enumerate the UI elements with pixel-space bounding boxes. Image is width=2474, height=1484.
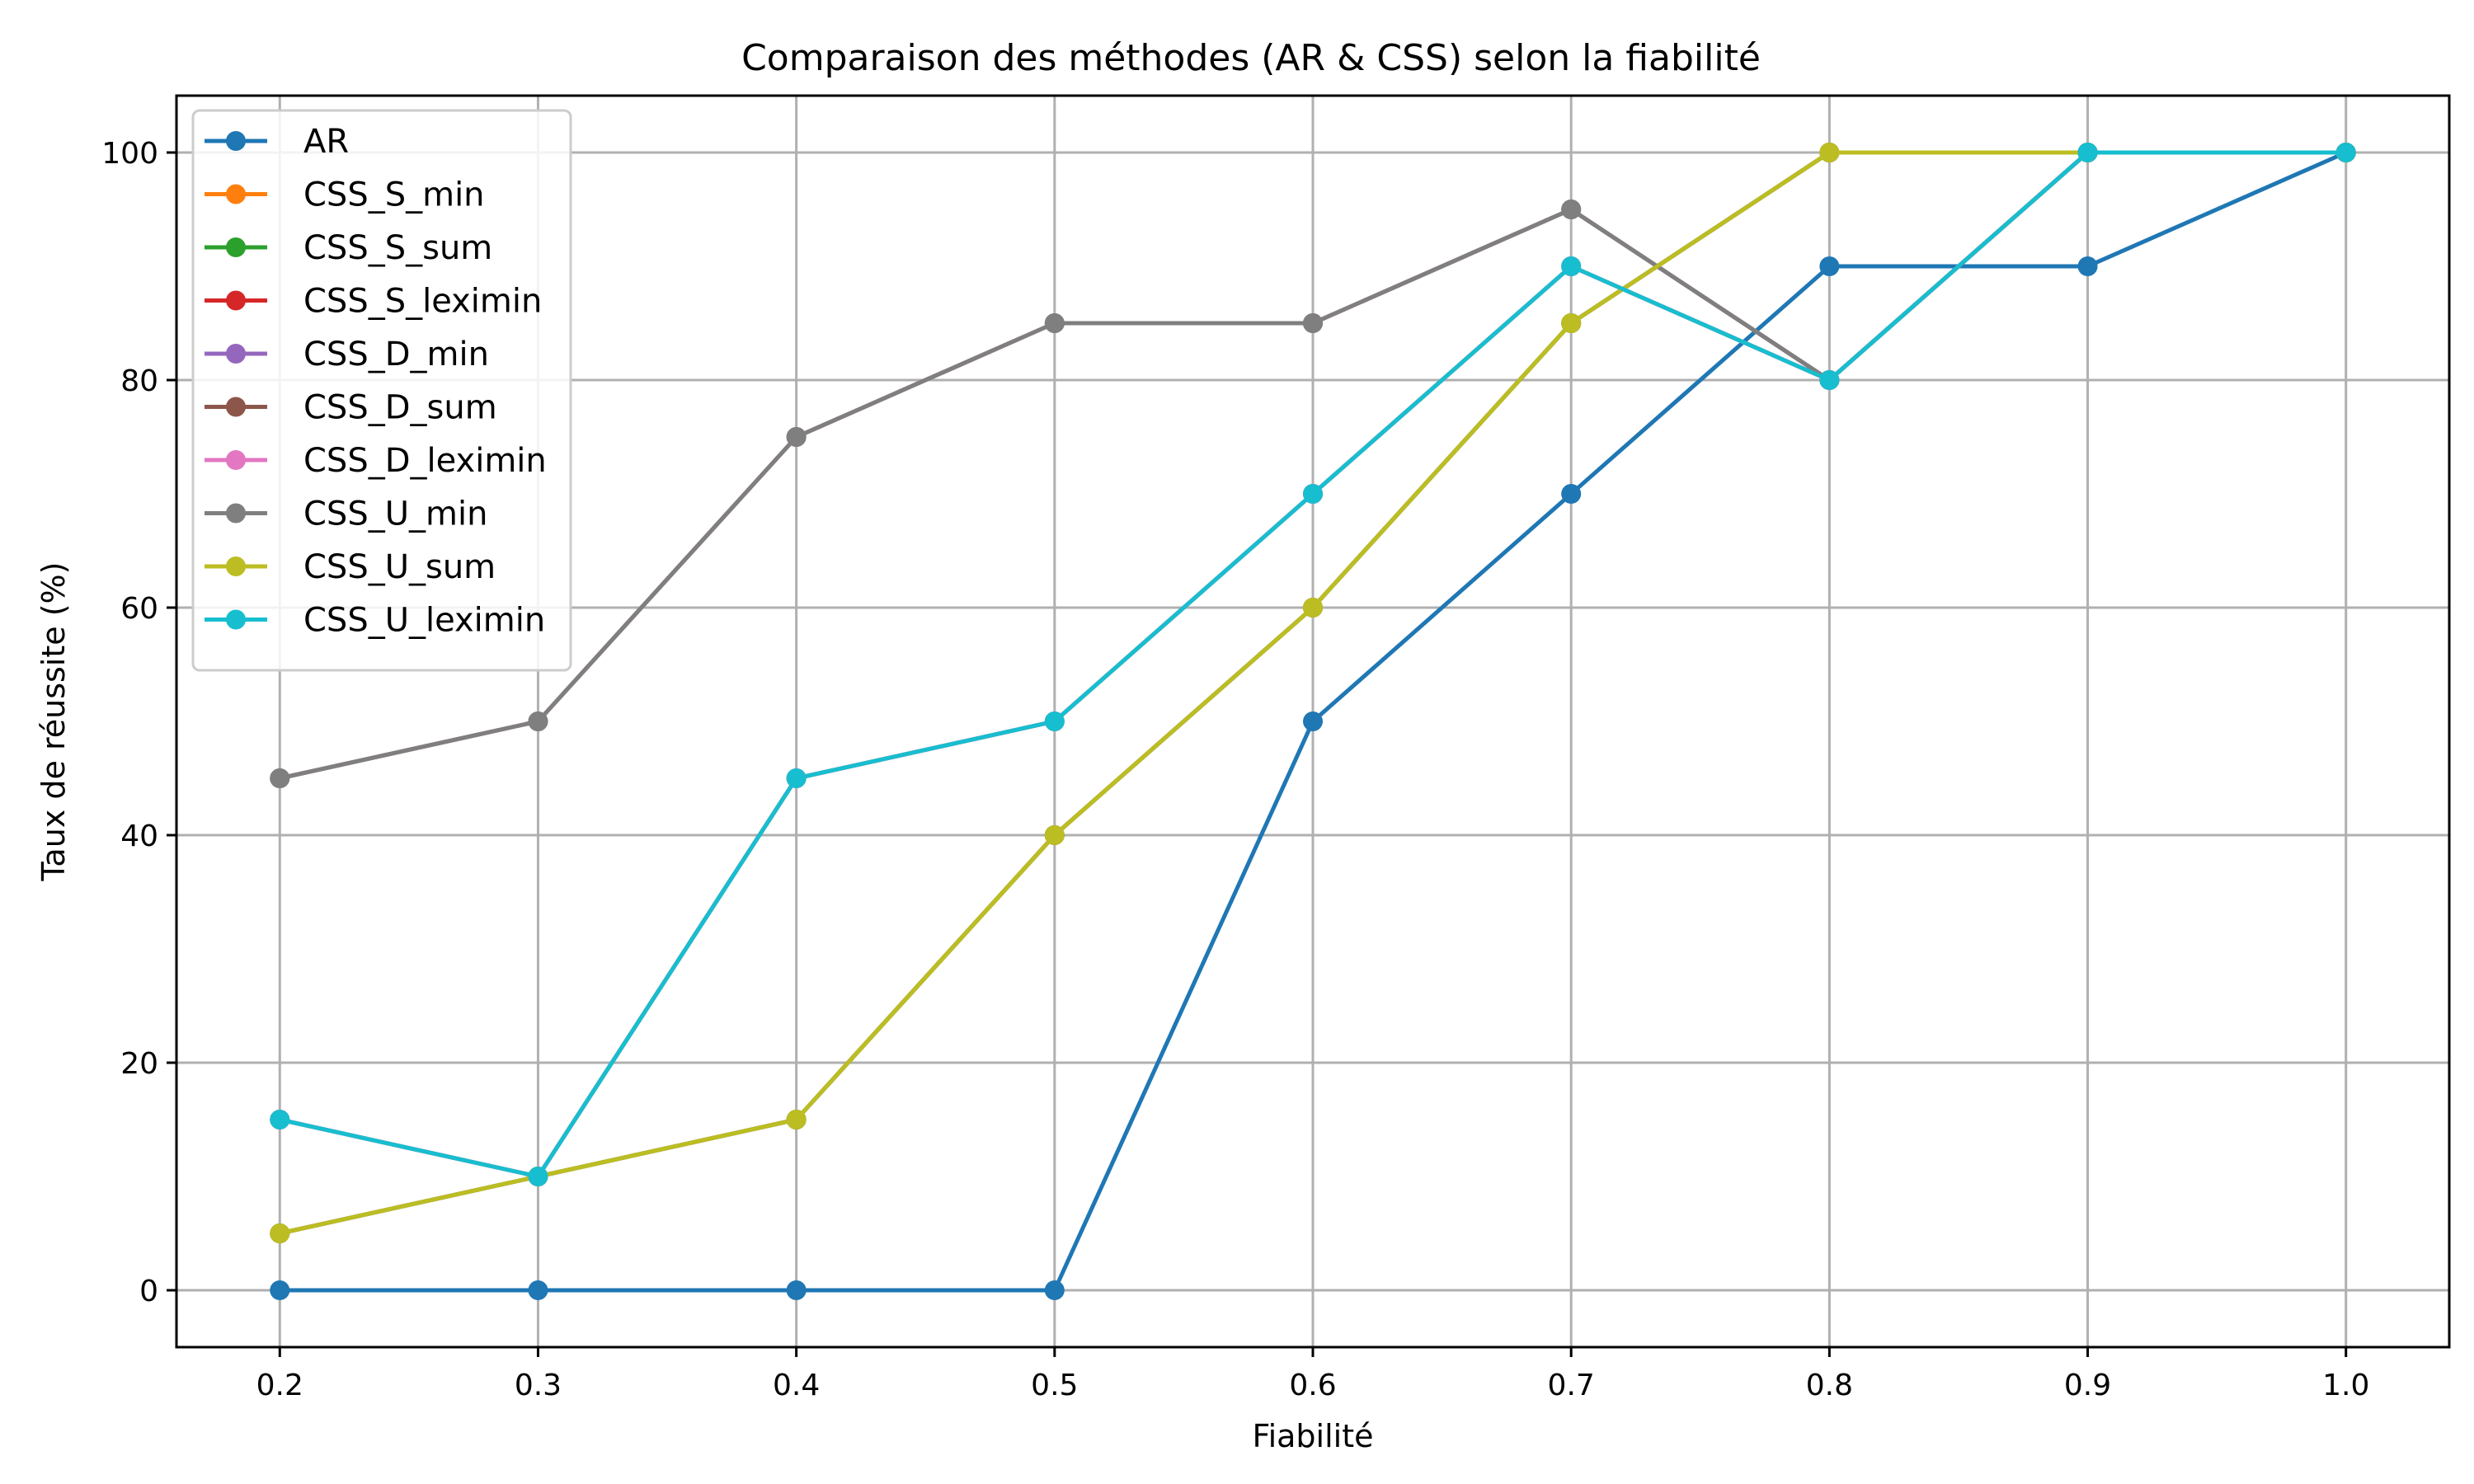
legend-box — [191, 109, 572, 672]
data-point-css-u-min — [1044, 313, 1065, 333]
data-point-css-u-leximin — [1303, 484, 1323, 504]
data-point-ar — [528, 1280, 548, 1300]
legend-item: CSS_S_min — [205, 176, 485, 214]
x-tick-label: 0.2 — [256, 1369, 303, 1402]
legend-label: CSS_D_leximin — [303, 442, 547, 480]
data-point-css-u-leximin — [1561, 256, 1582, 276]
y-tick-label: 40 — [120, 819, 158, 853]
legend-label: CSS_S_sum — [303, 229, 492, 267]
data-point-css-u-sum — [1561, 313, 1582, 333]
x-tick-label: 0.5 — [1031, 1369, 1078, 1402]
data-point-css-u-leximin — [528, 1167, 548, 1186]
x-tick-label: 0.3 — [515, 1369, 562, 1402]
legend-item: CSS_S_sum — [205, 229, 492, 267]
data-point-css-u-min — [528, 711, 548, 731]
data-point-css-u-sum — [1044, 825, 1065, 845]
data-point-css-u-sum — [1303, 598, 1323, 618]
x-tick-label: 0.4 — [773, 1369, 820, 1402]
data-point-css-u-min — [1303, 313, 1323, 333]
data-point-css-u-leximin — [270, 1110, 290, 1129]
data-point-css-u-leximin — [786, 768, 807, 788]
data-point-css-u-sum — [1819, 143, 1840, 162]
y-tick-label: 20 — [120, 1047, 158, 1081]
data-point-ar — [1044, 1280, 1065, 1300]
data-point-css-u-leximin — [1819, 370, 1840, 390]
x-tick-label: 0.8 — [1806, 1369, 1853, 1402]
legend: AR CSS_S_min CSS_S_sum CSS_S_leximin CSS_D_m… — [191, 109, 572, 672]
legend-item: CSS_D_sum — [205, 389, 497, 427]
data-point-ar — [1819, 256, 1840, 276]
legend-swatch-marker — [226, 397, 246, 417]
data-point-css-u-sum — [270, 1223, 290, 1243]
legend-swatch-marker — [226, 290, 246, 311]
series-layer — [270, 143, 2356, 1300]
data-point-ar — [2077, 256, 2098, 276]
legend-item: CSS_D_min — [205, 336, 489, 373]
data-point-ar — [270, 1280, 290, 1300]
legend-item: CSS_U_leximin — [205, 602, 545, 640]
data-point-css-u-sum — [786, 1110, 807, 1129]
legend-label: CSS_U_min — [303, 495, 487, 533]
legend-swatch-marker — [226, 503, 246, 524]
legend-item: CSS_U_sum — [205, 548, 496, 586]
legend-label: CSS_S_min — [303, 176, 485, 214]
legend-label: AR — [303, 123, 349, 161]
chart-title: Comparaison des méthodes (AR & CSS) selo… — [741, 37, 1761, 79]
x-tick-label: 0.9 — [2064, 1369, 2111, 1402]
legend-label: CSS_D_min — [303, 336, 489, 373]
axis-ticks: 0.2 0.3 0.4 0.5 0.6 0.7 0.8 0.9 1.0 0 20 40 60 80 100 — [101, 137, 2369, 1402]
legend-item: CSS_U_min — [205, 495, 487, 533]
legend-label: CSS_S_leximin — [303, 283, 542, 321]
x-tick-label: 1.0 — [2322, 1369, 2369, 1402]
legend-swatch-marker — [226, 344, 246, 364]
legend-label: CSS_D_sum — [303, 389, 497, 427]
data-point-ar — [786, 1280, 807, 1300]
data-point-css-u-min — [786, 427, 807, 447]
data-point-css-u-leximin — [1044, 711, 1065, 731]
y-axis-label: Taux de réussite (%) — [35, 562, 72, 882]
legend-swatch-marker — [226, 237, 246, 257]
legend-swatch-marker — [226, 609, 246, 630]
data-point-css-u-leximin — [2077, 143, 2098, 162]
y-tick-label: 60 — [120, 592, 158, 626]
legend-item: AR — [205, 123, 349, 161]
data-point-ar — [1303, 711, 1323, 731]
y-tick-label: 0 — [139, 1275, 158, 1308]
x-axis-label: Fiabilité — [1252, 1418, 1373, 1454]
legend-item: CSS_S_leximin — [205, 283, 542, 321]
legend-item: CSS_D_leximin — [205, 442, 547, 480]
y-tick-label: 100 — [101, 137, 158, 171]
y-tick-label: 80 — [120, 364, 158, 398]
series-css-u-leximin — [270, 143, 2356, 1186]
data-point-ar — [1561, 484, 1582, 504]
x-tick-label: 0.7 — [1548, 1369, 1595, 1402]
legend-swatch-marker — [226, 184, 246, 204]
legend-swatch-marker — [226, 131, 246, 151]
data-point-css-u-min — [1561, 200, 1582, 219]
legend-label: CSS_U_sum — [303, 548, 496, 586]
data-point-css-u-leximin — [2335, 143, 2356, 162]
legend-swatch-marker — [226, 450, 246, 470]
data-point-css-u-min — [270, 768, 290, 788]
legend-label: CSS_U_leximin — [303, 602, 545, 640]
legend-swatch-marker — [226, 556, 246, 576]
x-tick-label: 0.6 — [1289, 1369, 1336, 1402]
